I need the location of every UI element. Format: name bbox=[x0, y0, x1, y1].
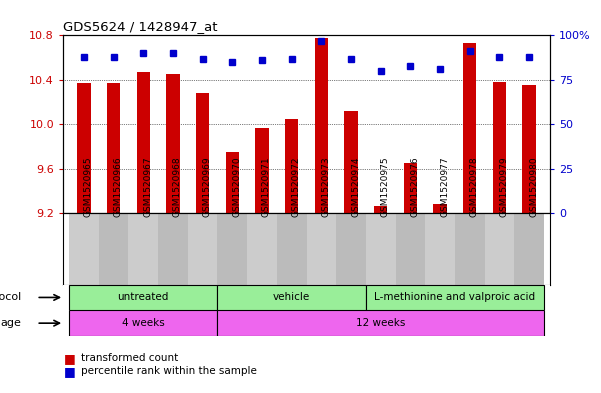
Text: GSM1520980: GSM1520980 bbox=[529, 156, 538, 217]
Bar bbox=[218, 213, 247, 285]
Text: GSM1520973: GSM1520973 bbox=[322, 156, 331, 217]
Bar bbox=[218, 310, 544, 336]
Bar bbox=[285, 119, 298, 213]
Text: percentile rank within the sample: percentile rank within the sample bbox=[81, 366, 257, 376]
Bar bbox=[522, 85, 536, 213]
Bar bbox=[484, 213, 514, 285]
Text: GSM1520970: GSM1520970 bbox=[233, 156, 241, 217]
Bar bbox=[196, 93, 209, 213]
Bar bbox=[99, 213, 129, 285]
Bar bbox=[277, 213, 307, 285]
Bar bbox=[395, 213, 426, 285]
Text: transformed count: transformed count bbox=[81, 353, 178, 364]
Bar bbox=[188, 213, 218, 285]
Bar bbox=[166, 74, 180, 213]
Bar bbox=[344, 111, 358, 213]
Bar bbox=[69, 310, 218, 336]
Bar bbox=[77, 83, 91, 213]
Bar bbox=[107, 83, 120, 213]
Text: GSM1520967: GSM1520967 bbox=[143, 156, 152, 217]
Bar bbox=[307, 213, 336, 285]
Bar bbox=[158, 213, 188, 285]
Bar bbox=[455, 213, 484, 285]
Bar bbox=[404, 163, 417, 213]
Text: GDS5624 / 1428947_at: GDS5624 / 1428947_at bbox=[63, 20, 218, 33]
Text: GSM1520972: GSM1520972 bbox=[291, 156, 300, 217]
Text: protocol: protocol bbox=[0, 292, 22, 303]
Bar bbox=[255, 128, 269, 213]
Bar bbox=[136, 72, 150, 213]
Bar bbox=[366, 213, 395, 285]
Bar bbox=[225, 152, 239, 213]
Text: GSM1520976: GSM1520976 bbox=[410, 156, 419, 217]
Bar bbox=[426, 213, 455, 285]
Bar bbox=[69, 213, 99, 285]
Text: age: age bbox=[1, 318, 22, 328]
Text: 12 weeks: 12 weeks bbox=[356, 318, 406, 328]
Bar bbox=[514, 213, 544, 285]
Text: vehicle: vehicle bbox=[273, 292, 310, 303]
Text: GSM1520968: GSM1520968 bbox=[173, 156, 182, 217]
Text: GSM1520974: GSM1520974 bbox=[351, 156, 360, 217]
Bar bbox=[366, 285, 544, 310]
Text: 4 weeks: 4 weeks bbox=[122, 318, 165, 328]
Text: ■: ■ bbox=[64, 352, 76, 365]
Text: GSM1520969: GSM1520969 bbox=[203, 156, 212, 217]
Bar bbox=[315, 38, 328, 213]
Bar bbox=[129, 213, 158, 285]
Bar bbox=[374, 206, 388, 213]
Text: GSM1520978: GSM1520978 bbox=[470, 156, 479, 217]
Bar bbox=[493, 82, 506, 213]
Bar bbox=[247, 213, 277, 285]
Text: GSM1520965: GSM1520965 bbox=[84, 156, 93, 217]
Text: ■: ■ bbox=[64, 365, 76, 378]
Bar bbox=[463, 43, 477, 213]
Text: untreated: untreated bbox=[118, 292, 169, 303]
Bar bbox=[218, 285, 366, 310]
Bar bbox=[69, 285, 218, 310]
Text: GSM1520971: GSM1520971 bbox=[262, 156, 271, 217]
Bar bbox=[336, 213, 366, 285]
Text: L-methionine and valproic acid: L-methionine and valproic acid bbox=[374, 292, 535, 303]
Text: GSM1520975: GSM1520975 bbox=[380, 156, 389, 217]
Text: GSM1520979: GSM1520979 bbox=[499, 156, 508, 217]
Text: GSM1520966: GSM1520966 bbox=[114, 156, 123, 217]
Text: GSM1520977: GSM1520977 bbox=[440, 156, 449, 217]
Bar bbox=[433, 204, 447, 213]
